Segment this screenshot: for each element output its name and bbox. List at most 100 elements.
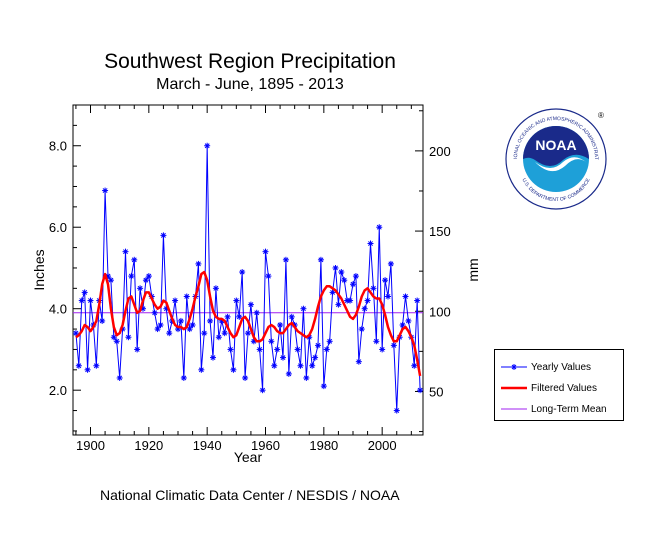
yearly-point [142,277,149,284]
y-tick-label: 4.0 [49,302,67,317]
legend-label-mean: Long-Term Mean [531,403,607,415]
yearly-point [128,273,135,280]
yearly-point [417,387,424,394]
y-right-tick-label: 200 [429,144,451,159]
yearly-point [294,346,301,353]
yearly-point [87,297,94,304]
axes: 1900 1920 1940 1960 1980 2000 2.0 4.0 6.0 8.0 50 10… [49,104,451,453]
yearly-point [131,256,138,263]
y-right-tick-label: 150 [429,224,451,239]
yearly-point [277,322,284,328]
chart-title: Southwest Region Precipitation [104,50,396,73]
yearly-point [382,277,389,284]
x-tick-label: 2000 [368,438,397,453]
yearly-point [259,387,266,394]
x-tick-label: 1900 [76,438,105,453]
yearly-point [338,269,345,276]
yearly-point [84,366,91,373]
yearly-point [122,248,129,255]
yearly-point [239,269,246,276]
yearly-point [393,407,400,414]
yearly-point [195,260,202,267]
yearly-point [347,297,354,304]
yearly-point [390,342,397,349]
yearly-point [352,273,359,280]
yearly-point [364,297,371,304]
yearly-point [116,374,123,381]
footer-credit: National Climatic Data Center / NESDIS /… [100,487,400,503]
yearly-point [274,346,281,353]
yearly-point [160,232,167,239]
yearly-point [268,338,275,345]
yearly-point [402,293,409,300]
yearly-point [288,313,295,320]
yearly-point [166,330,173,337]
yearly-point [215,334,222,341]
x-tick-label: 1940 [193,438,222,453]
yearly-point [358,326,365,333]
yearly-point [75,362,82,369]
yearly-point [151,309,158,316]
filtered-layer [75,270,422,377]
yearly-point [414,297,421,304]
yearly-point [186,326,193,333]
yearly-point [355,358,362,365]
y-axis-label: Inches [31,249,47,290]
yearly-point [183,293,190,300]
registered-mark: ® [598,111,604,120]
yearly-point [323,346,330,353]
yearly-point [376,224,383,231]
yearly-point [201,330,208,337]
yearly-point [189,322,196,328]
y-right-tick-label: 50 [429,384,443,399]
yearly-point [72,330,79,337]
yearly-point [247,301,254,308]
yearly-point [320,383,327,390]
yearly-point [271,362,278,369]
yearly-point [78,297,85,304]
yearly-point [180,374,187,381]
legend-item-yearly: Yearly Values [501,360,591,374]
yearly-point [245,330,251,337]
yearly-point [236,313,243,320]
yearly-point [317,256,324,263]
x-axis-label: Year [234,449,263,465]
yearly-point [309,362,316,369]
yearly-point [315,342,321,349]
yearly-point [242,374,249,381]
y-right-tick-label: 100 [429,304,451,319]
yearly-point [411,362,418,369]
yearly-point [350,281,356,288]
yearly-point [227,346,234,353]
legend-swatch-filtered [501,386,527,390]
y-tick-label: 8.0 [49,139,67,154]
yearly-point [212,285,219,292]
y-tick-label: 6.0 [49,220,67,235]
yearly-point [387,260,394,267]
x-tick-label: 1920 [134,438,163,453]
yearly-point [253,309,260,316]
yearly-point [370,285,377,292]
legend-item-mean: Long-Term Mean [501,402,607,416]
yearly-point [81,289,88,296]
yearly-point [297,362,304,369]
yearly-point [285,370,292,377]
yearly-point [154,326,161,333]
yearly-point [230,366,237,373]
yearly-point [204,142,211,149]
yearly-point [137,285,144,292]
x-tick-label: 1980 [309,438,338,453]
yearly-point [102,187,109,194]
yearly-point [107,277,114,284]
yearly-point [303,374,310,381]
yearly-point [262,248,269,255]
yearly-point [224,313,231,320]
legend: Yearly Values Filtered Values Long-Term … [494,349,624,421]
yearly-point [373,338,380,345]
noaa-logo-text: NOAA [535,137,576,153]
yearly-point [93,362,100,369]
yearly-point [280,354,286,361]
yearly-point [341,277,348,284]
y-axis-label-right: mm [465,258,481,281]
